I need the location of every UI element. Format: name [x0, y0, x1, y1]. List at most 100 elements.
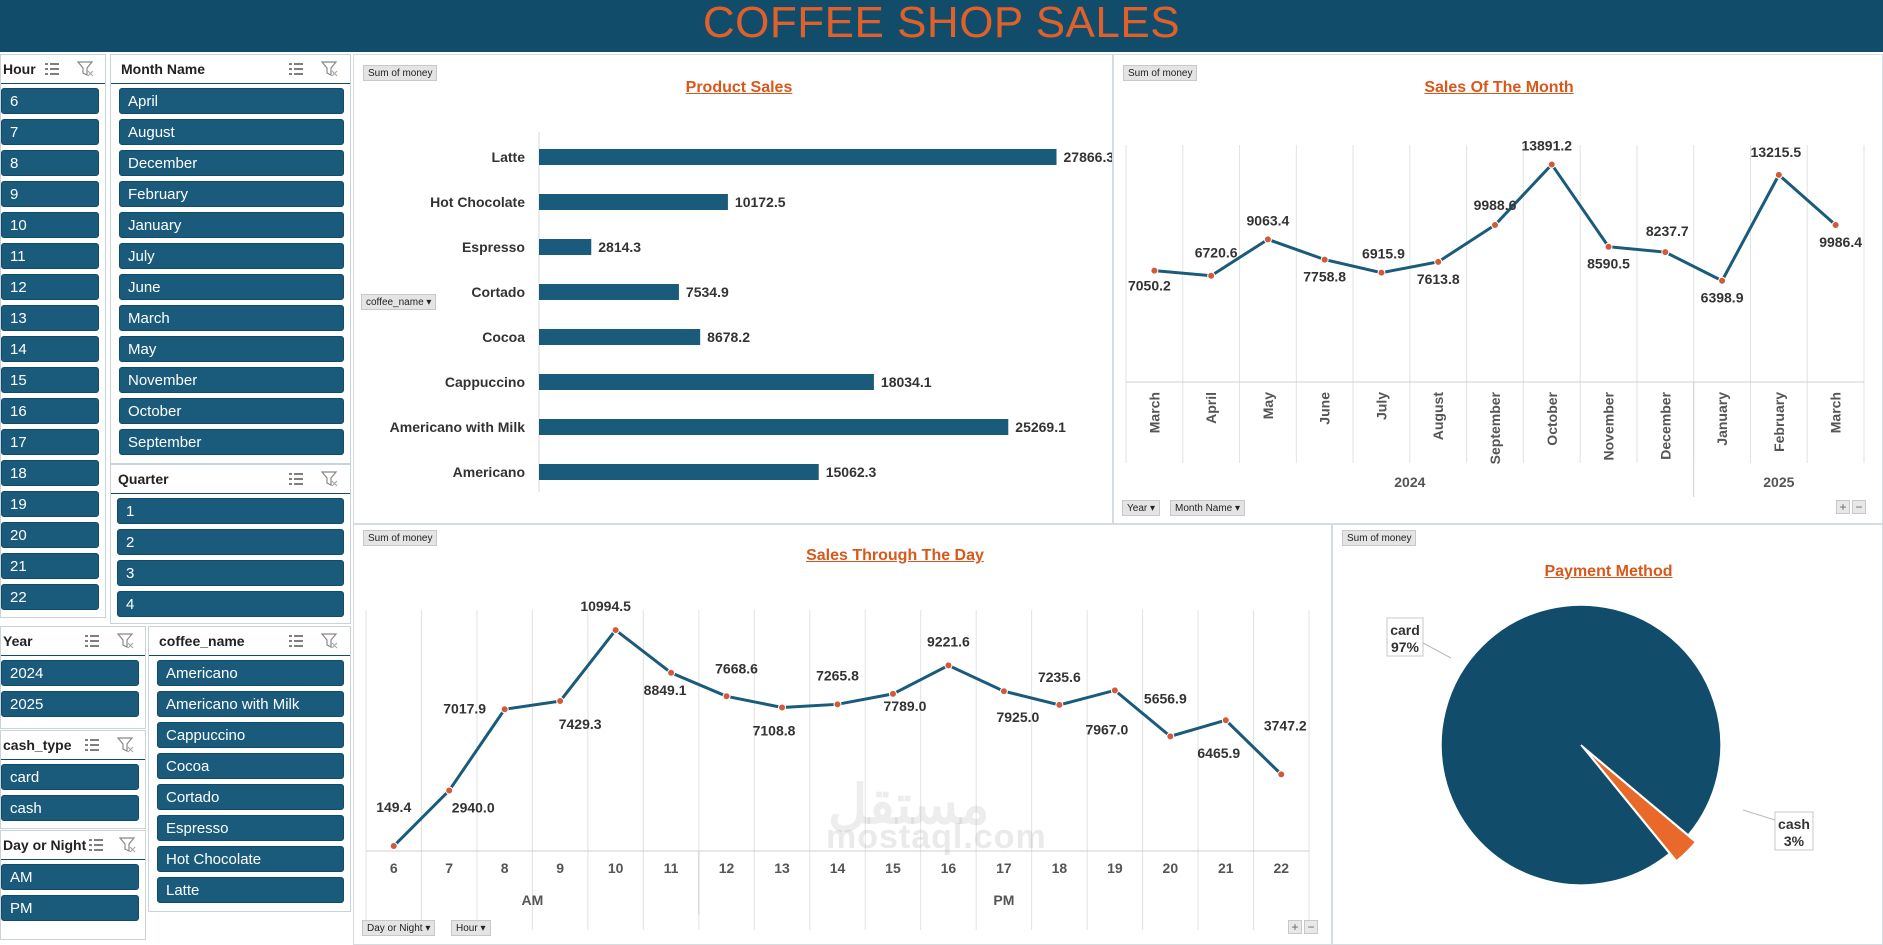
slicer-item[interactable]: 21: [1, 553, 99, 579]
slicer-item[interactable]: February: [119, 181, 344, 207]
slicer-item[interactable]: 4: [117, 591, 344, 617]
sales-through-the-day-plot: AM PM 6 7 8 9 10 11 12 13 14 15 16 17 18 19 20 21 22 149.4 2…: [365, 598, 1310, 930]
data-point: [1718, 276, 1727, 285]
slicer-item[interactable]: Americano: [157, 660, 344, 686]
slicer-item[interactable]: 14: [1, 336, 99, 362]
slicer-item[interactable]: Espresso: [157, 815, 344, 841]
data-point: [833, 700, 842, 709]
slicer-item[interactable]: July: [119, 243, 344, 269]
sum-of-money-button[interactable]: Sum of money: [1342, 530, 1417, 546]
month-name-filter-button[interactable]: Month Name ▾: [1170, 500, 1246, 516]
slicer-item[interactable]: 12: [1, 274, 99, 300]
slicer-item[interactable]: 10: [1, 212, 99, 238]
slicer-item[interactable]: Cappuccino: [157, 722, 344, 748]
expand-field-button[interactable]: +: [1836, 500, 1850, 514]
bar: [539, 374, 874, 390]
collapse-field-button[interactable]: −: [1304, 920, 1318, 934]
title-bar: COFFEE SHOP SALES: [0, 0, 1883, 52]
expand-field-button[interactable]: +: [1288, 920, 1302, 934]
slicer-item[interactable]: Americano with Milk: [157, 691, 344, 717]
coffee-name-filter-button[interactable]: coffee_name ▾: [361, 294, 437, 310]
slicer-item[interactable]: April: [119, 88, 344, 114]
data-label: 7758.8: [1303, 269, 1346, 285]
clear-filter-icon[interactable]: [321, 471, 339, 487]
slicer-item[interactable]: cash: [1, 795, 139, 821]
slicer-item[interactable]: March: [119, 305, 344, 331]
hour-filter-button[interactable]: Hour ▾: [451, 920, 491, 936]
slicer-item[interactable]: 1: [117, 498, 344, 524]
slicer-item[interactable]: 2: [117, 529, 344, 555]
data-label: 8678.2: [707, 329, 750, 345]
slicer-item[interactable]: Cocoa: [157, 753, 344, 779]
clear-filter-icon[interactable]: [117, 737, 135, 753]
data-point: [1434, 257, 1443, 266]
slicer-item[interactable]: 2024: [1, 660, 139, 686]
multi-select-icon[interactable]: [83, 633, 101, 649]
category-label: April: [1203, 392, 1219, 424]
slicer-item[interactable]: card: [1, 764, 139, 790]
slicer-item[interactable]: 18: [1, 460, 99, 486]
clear-filter-icon[interactable]: [77, 61, 95, 77]
data-label: 7967.0: [1085, 721, 1128, 737]
slicer-item[interactable]: 7: [1, 119, 99, 145]
category-label: 8: [501, 860, 509, 876]
multi-select-icon[interactable]: [287, 471, 305, 487]
clear-filter-icon[interactable]: [321, 633, 339, 649]
data-point: [445, 786, 454, 795]
slicer-item[interactable]: 20: [1, 522, 99, 548]
data-label: 5656.9: [1144, 690, 1187, 706]
slicer-item[interactable]: August: [119, 119, 344, 145]
clear-filter-icon[interactable]: [119, 837, 137, 853]
year-filter-button[interactable]: Year ▾: [1122, 500, 1161, 516]
category-label: 14: [830, 860, 846, 876]
data-label: 7613.8: [1417, 271, 1460, 287]
slicer-item[interactable]: Cortado: [157, 784, 344, 810]
clear-filter-icon[interactable]: [321, 61, 339, 77]
slicer-item[interactable]: 2025: [1, 691, 139, 717]
category-label: March: [1146, 392, 1162, 433]
slicer-item[interactable]: 22: [1, 584, 99, 610]
slicer-item[interactable]: 17: [1, 429, 99, 455]
sales-of-the-month-chart: Sum of money Sales Of The Month 2024 2025…: [1113, 54, 1883, 524]
slice-name-label: cash: [1778, 816, 1810, 832]
multi-select-icon[interactable]: [287, 633, 305, 649]
multi-select-icon[interactable]: [43, 61, 61, 77]
chart-title: Sales Of The Month: [1424, 79, 1574, 96]
sum-of-money-button[interactable]: Sum of money: [1123, 65, 1198, 81]
data-label: 15062.3: [826, 464, 877, 480]
slicer-item[interactable]: 8: [1, 150, 99, 176]
slicer-item[interactable]: 19: [1, 491, 99, 517]
slicer-item[interactable]: PM: [1, 895, 139, 921]
slicer-item[interactable]: 15: [1, 367, 99, 393]
data-label: 13215.5: [1751, 144, 1802, 160]
sum-of-money-button[interactable]: Sum of money: [363, 65, 438, 81]
multi-select-icon[interactable]: [83, 737, 101, 753]
category-label: Cortado: [471, 284, 525, 300]
slicer-item[interactable]: 6: [1, 88, 99, 114]
multi-select-icon[interactable]: [87, 837, 105, 853]
slicer-item[interactable]: 11: [1, 243, 99, 269]
slicer-item[interactable]: September: [119, 429, 344, 455]
slicer-item[interactable]: November: [119, 367, 344, 393]
slicer-item[interactable]: AM: [1, 864, 139, 890]
slicer-item[interactable]: 13: [1, 305, 99, 331]
slicer-item[interactable]: January: [119, 212, 344, 238]
collapse-field-button[interactable]: −: [1852, 500, 1866, 514]
slicer-item[interactable]: May: [119, 336, 344, 362]
slicer-item[interactable]: 9: [1, 181, 99, 207]
bar: [539, 239, 592, 255]
data-label: 7789.0: [884, 698, 927, 714]
slicer-item[interactable]: 16: [1, 398, 99, 424]
slicer-item[interactable]: October: [119, 398, 344, 424]
slicer-item[interactable]: Hot Chocolate: [157, 846, 344, 872]
slicer-item[interactable]: December: [119, 150, 344, 176]
slicer-item[interactable]: 3: [117, 560, 344, 586]
data-point: [1150, 266, 1159, 275]
slicer-item[interactable]: June: [119, 274, 344, 300]
sum-of-money-button[interactable]: Sum of money: [363, 530, 438, 546]
multi-select-icon[interactable]: [287, 61, 305, 77]
slicer-title: Month Name: [121, 61, 205, 77]
day-or-night-filter-button[interactable]: Day or Night ▾: [362, 920, 436, 936]
clear-filter-icon[interactable]: [117, 633, 135, 649]
slicer-item[interactable]: Latte: [157, 877, 344, 903]
